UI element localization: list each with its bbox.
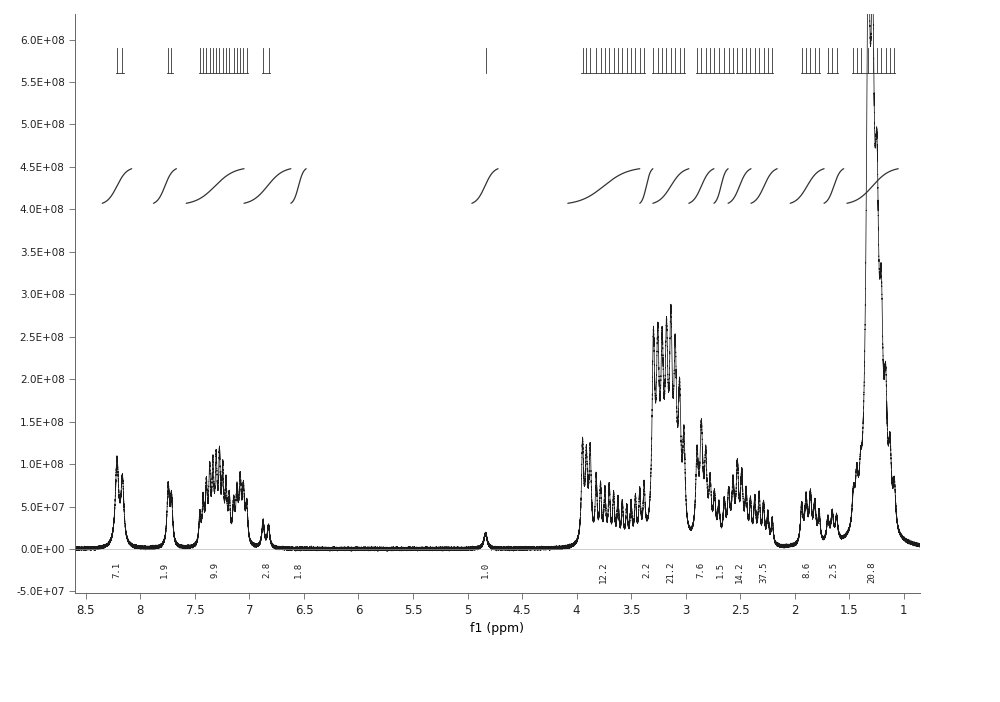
Text: 1.5: 1.5 [716, 562, 725, 578]
Text: 1.8: 1.8 [294, 562, 303, 578]
Text: 21.2: 21.2 [666, 562, 675, 583]
Text: 2.5: 2.5 [829, 562, 838, 578]
Text: 2.2: 2.2 [642, 562, 651, 578]
Text: 14.2: 14.2 [735, 562, 744, 583]
Text: 20.8: 20.8 [868, 562, 877, 583]
Text: 7.6: 7.6 [696, 562, 705, 578]
Text: 37.5: 37.5 [760, 562, 769, 583]
X-axis label: f1 (ppm): f1 (ppm) [470, 622, 524, 635]
Text: 1.0: 1.0 [480, 562, 489, 578]
Text: 7.1: 7.1 [112, 562, 121, 578]
Text: 2.8: 2.8 [262, 562, 271, 578]
Text: 8.6: 8.6 [802, 562, 811, 578]
Text: 9.9: 9.9 [210, 562, 219, 578]
Text: 1.9: 1.9 [160, 562, 169, 578]
Text: 12.2: 12.2 [599, 562, 608, 583]
